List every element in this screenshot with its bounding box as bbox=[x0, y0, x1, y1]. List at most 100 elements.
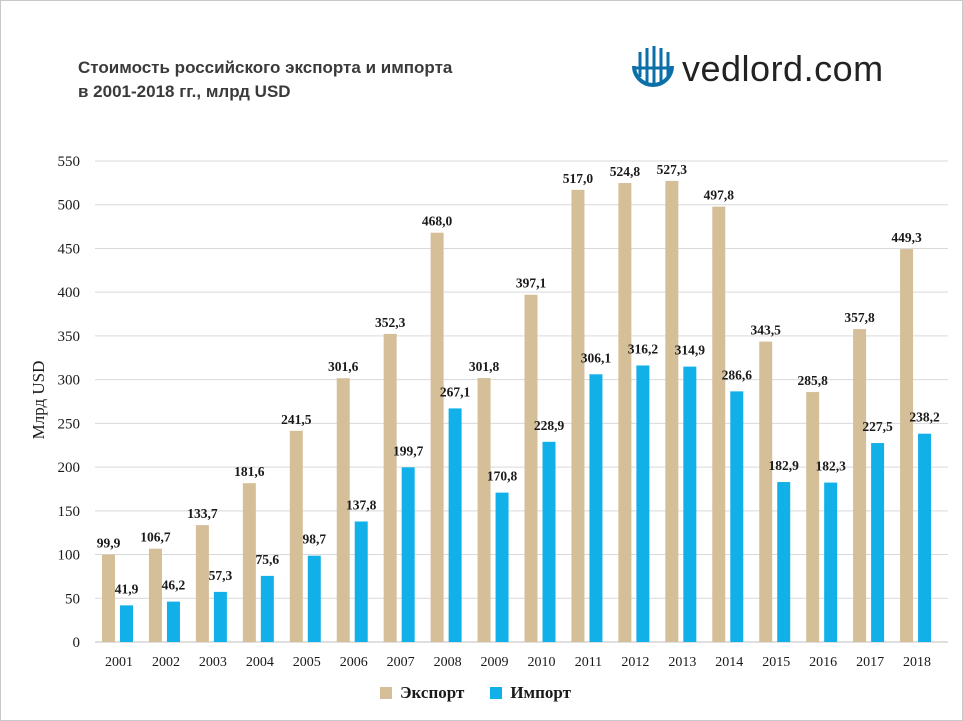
x-tick-label: 2007 bbox=[387, 655, 415, 670]
y-axis-label: Млрд USD bbox=[29, 361, 48, 440]
y-tick-label: 100 bbox=[58, 548, 81, 564]
x-tick-label: 2014 bbox=[715, 655, 743, 670]
globe-icon bbox=[632, 46, 674, 87]
value-label-import: 228,9 bbox=[534, 418, 565, 433]
y-tick-label: 0 bbox=[73, 635, 81, 651]
value-label-import: 46,2 bbox=[162, 578, 186, 593]
bar-export bbox=[289, 430, 303, 642]
y-tick-label: 200 bbox=[58, 460, 81, 476]
bar-export bbox=[853, 329, 867, 642]
x-tick-label: 2013 bbox=[668, 655, 696, 670]
chart-title-line1: Стоимость российского экспорта и импорта bbox=[78, 58, 453, 77]
value-label-export: 133,7 bbox=[187, 506, 218, 521]
x-tick-label: 2018 bbox=[903, 655, 931, 670]
value-label-export: 524,8 bbox=[610, 164, 641, 179]
bar-export bbox=[712, 206, 726, 642]
bar-export bbox=[618, 183, 632, 642]
bar-export bbox=[571, 189, 585, 643]
legend-item-export: Экспорт bbox=[380, 683, 464, 703]
bars bbox=[102, 180, 932, 643]
value-label-import: 182,3 bbox=[815, 459, 846, 474]
value-label-export: 352,3 bbox=[375, 315, 406, 330]
bar-export bbox=[242, 483, 256, 642]
value-label-import: 137,8 bbox=[346, 497, 377, 512]
value-label-export: 397,1 bbox=[516, 276, 547, 291]
x-tick-label: 2005 bbox=[293, 655, 321, 670]
value-label-export: 301,8 bbox=[469, 359, 500, 374]
y-axis-ticks: 0 50 100 150 200 250 300 350 400 450 500 550 bbox=[58, 154, 81, 651]
x-tick-label: 2017 bbox=[856, 655, 884, 670]
y-tick-label: 50 bbox=[65, 591, 80, 607]
value-label-import: 316,2 bbox=[628, 341, 659, 356]
bar-import bbox=[777, 482, 791, 642]
legend-label-import: Импорт bbox=[510, 683, 572, 702]
legend: Экспорт Импорт bbox=[380, 682, 587, 704]
y-tick-label: 300 bbox=[58, 373, 81, 389]
y-tick-label: 150 bbox=[58, 504, 81, 520]
value-label-import: 98,7 bbox=[302, 532, 326, 547]
value-label-export: 517,0 bbox=[563, 171, 594, 186]
value-label-export: 449,3 bbox=[891, 230, 922, 245]
value-label-import: 227,5 bbox=[862, 419, 893, 434]
legend-swatch-export bbox=[380, 687, 392, 699]
bar-export bbox=[477, 378, 491, 642]
bar-import bbox=[636, 365, 650, 642]
value-label-export: 301,6 bbox=[328, 359, 359, 374]
bar-export bbox=[806, 392, 820, 642]
value-label-import: 238,2 bbox=[909, 410, 940, 425]
bar-import bbox=[730, 391, 744, 642]
y-tick-label: 400 bbox=[58, 285, 81, 301]
legend-label-export: Экспорт bbox=[400, 683, 465, 702]
x-tick-label: 2012 bbox=[621, 655, 649, 670]
value-label-import: 170,8 bbox=[487, 469, 518, 484]
y-tick-label: 250 bbox=[58, 416, 81, 432]
brand-text: vedlord.com bbox=[682, 48, 884, 89]
bar-import bbox=[589, 374, 603, 642]
value-label-export: 343,5 bbox=[751, 323, 782, 338]
value-label-import: 306,1 bbox=[581, 350, 612, 365]
value-labels: 99,9 41,9 106,7 46,2 133,7 57,3 181,6 75,6 241,5… bbox=[97, 162, 940, 597]
value-label-import: 75,6 bbox=[256, 552, 280, 567]
bar-import bbox=[542, 441, 556, 642]
bar-import bbox=[354, 521, 368, 642]
bar-export bbox=[383, 333, 397, 642]
legend-swatch-import bbox=[490, 687, 503, 699]
value-label-export: 106,7 bbox=[140, 530, 171, 545]
bar-export bbox=[665, 180, 679, 643]
x-tick-label: 2016 bbox=[809, 655, 837, 670]
bar-import bbox=[871, 443, 885, 642]
bar-import bbox=[448, 408, 462, 642]
legend-item-import: Импорт bbox=[490, 683, 571, 703]
x-tick-label: 2015 bbox=[762, 655, 790, 670]
chart-title-line2: в 2001-2018 гг., млрд USD bbox=[78, 82, 291, 101]
value-label-import: 286,6 bbox=[722, 367, 753, 382]
bar-export bbox=[336, 378, 350, 642]
bar-export bbox=[430, 232, 444, 643]
bar-export bbox=[900, 249, 914, 643]
x-tick-label: 2001 bbox=[105, 655, 133, 670]
bar-export bbox=[102, 554, 115, 642]
value-label-import: 314,9 bbox=[675, 343, 706, 358]
bar-import bbox=[918, 433, 932, 642]
chart-title: Стоимость российского экспорта и импорта… bbox=[78, 56, 598, 104]
brand-logo: vedlord.com bbox=[630, 40, 930, 96]
bar-import bbox=[683, 366, 697, 642]
gridlines bbox=[95, 160, 948, 643]
y-tick-label: 450 bbox=[58, 241, 81, 257]
x-tick-label: 2009 bbox=[481, 655, 509, 670]
bar-import bbox=[120, 605, 133, 642]
bar-import bbox=[166, 601, 180, 642]
x-tick-label: 2006 bbox=[340, 655, 368, 670]
x-tick-label: 2010 bbox=[528, 655, 556, 670]
bar-export bbox=[195, 525, 209, 642]
bar-export bbox=[524, 294, 538, 642]
y-tick-label: 550 bbox=[58, 154, 81, 170]
x-tick-label: 2004 bbox=[246, 655, 274, 670]
bar-import bbox=[213, 591, 227, 642]
value-label-import: 182,9 bbox=[769, 458, 800, 473]
value-label-export: 99,9 bbox=[97, 536, 121, 551]
bar-import bbox=[495, 492, 509, 642]
bar-export bbox=[148, 548, 162, 642]
value-label-import: 41,9 bbox=[115, 581, 139, 596]
